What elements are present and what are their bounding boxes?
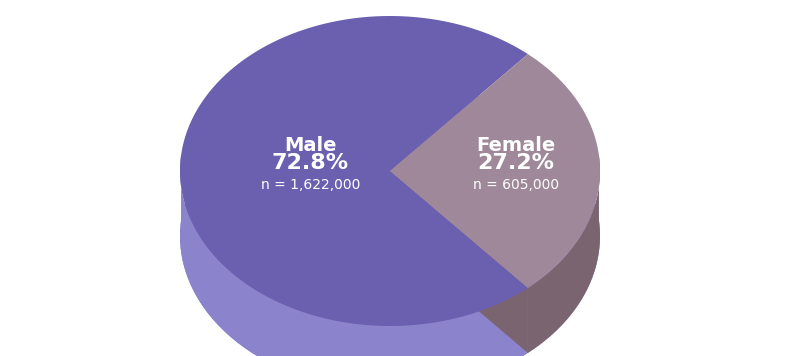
- Text: 72.8%: 72.8%: [272, 153, 349, 173]
- Polygon shape: [390, 54, 600, 288]
- Ellipse shape: [222, 204, 558, 258]
- Text: 27.2%: 27.2%: [478, 153, 554, 173]
- Polygon shape: [528, 156, 600, 353]
- Text: n = 605,000: n = 605,000: [473, 178, 559, 192]
- Polygon shape: [390, 171, 528, 353]
- Text: Male: Male: [284, 136, 337, 155]
- Polygon shape: [180, 16, 528, 326]
- Text: Female: Female: [476, 136, 556, 155]
- Polygon shape: [180, 156, 528, 356]
- Polygon shape: [390, 171, 528, 353]
- Ellipse shape: [180, 81, 600, 356]
- Text: n = 1,622,000: n = 1,622,000: [261, 178, 360, 192]
